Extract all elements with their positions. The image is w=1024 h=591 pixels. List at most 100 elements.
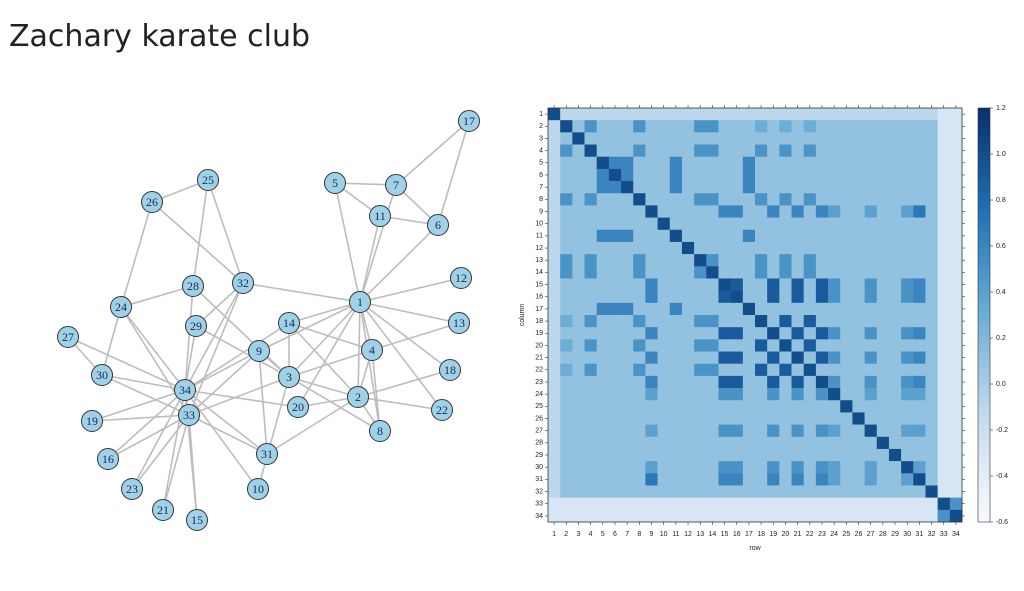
heat-cell	[645, 229, 658, 243]
heat-cell	[742, 436, 756, 450]
heat-cell	[657, 448, 671, 462]
heat-cell	[949, 229, 963, 243]
heat-cell	[803, 144, 817, 158]
heat-cell	[621, 108, 634, 121]
heat-cell	[742, 388, 756, 401]
heat-cell	[864, 144, 878, 158]
heat-cell	[779, 168, 792, 182]
node	[57, 326, 79, 348]
heat-cell	[937, 205, 951, 218]
heat-cell	[742, 120, 756, 133]
heat-cell	[876, 229, 890, 243]
heat-cell	[596, 509, 610, 523]
heat-cell	[937, 327, 951, 340]
x-tick-label: 19	[769, 531, 777, 538]
heat-cell	[669, 473, 683, 486]
node-label: 10	[252, 482, 264, 496]
heat-cell	[706, 375, 719, 389]
heat-cell	[852, 473, 865, 486]
heat-cell	[925, 229, 938, 243]
heat-cell	[755, 497, 768, 511]
heat-cell	[876, 266, 890, 279]
heat-cell	[633, 327, 646, 340]
heat-cell	[548, 363, 561, 377]
heat-cell	[621, 290, 634, 304]
heat-cell	[876, 217, 890, 231]
heat-cell	[888, 144, 902, 158]
heat-cell	[572, 400, 585, 413]
heat-cell	[852, 339, 865, 352]
heat-cell	[925, 132, 938, 145]
heat-cell	[840, 302, 853, 316]
heat-cell	[706, 448, 719, 462]
heat-cell	[608, 363, 622, 377]
heat-cell	[694, 461, 707, 474]
heat-cell	[621, 375, 634, 389]
heat-cell	[706, 120, 719, 133]
heat-cell	[852, 400, 865, 413]
y-tick-label: 11	[536, 233, 543, 240]
heat-cell	[840, 388, 853, 401]
heat-cell	[657, 132, 671, 145]
color-tick-label: -0.6	[996, 519, 1008, 526]
heat-cell	[815, 327, 829, 340]
x-tick-label: 9	[650, 531, 654, 538]
heat-cell	[755, 363, 768, 377]
heat-cell	[718, 485, 731, 498]
heat-cell	[645, 254, 658, 267]
edge	[184, 285, 194, 391]
x-tick-label: 25	[842, 531, 850, 538]
heat-cell	[949, 473, 963, 486]
heat-cell	[718, 217, 731, 231]
heat-cell	[730, 388, 744, 401]
heat-cell	[937, 108, 951, 121]
heat-cell	[864, 388, 878, 401]
heat-cell	[669, 302, 683, 316]
heat-cell	[657, 217, 671, 231]
heat-cell	[925, 302, 938, 316]
heat-cell	[925, 375, 938, 389]
heat-cell	[755, 156, 768, 170]
heat-cell	[742, 229, 756, 243]
heat-cell	[876, 448, 890, 462]
heat-cell	[925, 461, 938, 474]
node	[361, 339, 383, 361]
heat-cell	[596, 388, 610, 401]
heat-cell	[840, 217, 853, 231]
heat-cell	[840, 229, 853, 243]
heat-cell	[694, 412, 707, 425]
heat-cell	[876, 436, 890, 450]
heat-cell	[657, 205, 671, 218]
heat-cell	[913, 120, 926, 133]
heat-cell	[633, 448, 646, 462]
x-tick-label: 13	[696, 531, 704, 538]
heat-cell	[596, 412, 610, 425]
heat-cell	[949, 375, 963, 389]
node-label: 28	[187, 279, 199, 293]
heat-cell	[572, 485, 585, 498]
heat-cell	[925, 388, 938, 401]
heatmap: 1122334455667788991010111112121313141415…	[519, 105, 1008, 552]
heat-cell	[949, 132, 963, 145]
heat-cell	[560, 278, 573, 291]
edge	[437, 120, 470, 226]
heat-cell	[657, 412, 671, 425]
heat-cell	[572, 241, 585, 255]
heat-cell	[621, 509, 634, 523]
heat-cell	[755, 108, 768, 121]
heat-cell	[925, 315, 938, 328]
heat-cell	[937, 473, 951, 486]
edge	[288, 376, 381, 432]
heat-cell	[669, 108, 683, 121]
heat-cell	[584, 412, 598, 425]
color-tick-label: 0.0	[996, 381, 1006, 388]
heat-cell	[852, 412, 865, 425]
heat-cell	[560, 497, 573, 511]
heat-cell	[779, 205, 792, 218]
heat-cell	[742, 108, 756, 121]
heat-cell	[815, 168, 829, 182]
heat-cell	[584, 497, 598, 511]
heat-cell	[876, 278, 890, 291]
heat-cell	[791, 509, 805, 523]
heat-cell	[755, 351, 768, 365]
